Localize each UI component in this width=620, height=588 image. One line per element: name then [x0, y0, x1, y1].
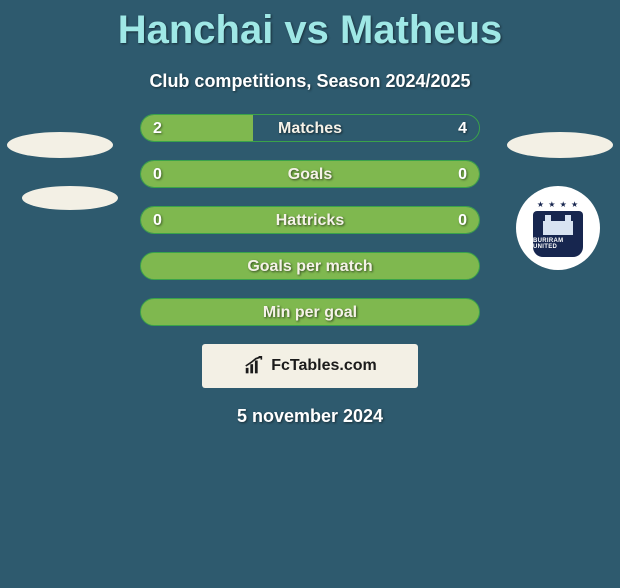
club-shield-icon: BURIRAM UNITED	[533, 211, 583, 257]
stat-row: 0 Hattricks 0	[140, 206, 480, 234]
stat-label: Min per goal	[141, 299, 479, 326]
club-stars-icon: ★ ★ ★ ★	[537, 200, 579, 209]
stat-row: Goals per match	[140, 252, 480, 280]
stat-label: Hattricks	[141, 207, 479, 234]
attribution-badge[interactable]: FcTables.com	[202, 344, 418, 388]
stat-right-value: 4	[458, 115, 467, 142]
page-title: Hanchai vs Matheus	[0, 8, 620, 53]
club-left-placeholder-icon	[22, 186, 118, 210]
attribution-text: FcTables.com	[271, 357, 377, 375]
club-castle-icon	[543, 221, 573, 235]
stat-right-value: 0	[458, 207, 467, 234]
player-right-placeholder-icon	[507, 132, 613, 158]
stat-row: 0 Goals 0	[140, 160, 480, 188]
date-label: 5 november 2024	[0, 406, 620, 427]
stat-row: Min per goal	[140, 298, 480, 326]
stat-right-value: 0	[458, 161, 467, 188]
stat-label: Matches	[141, 115, 479, 142]
stat-label: Goals	[141, 161, 479, 188]
stat-label: Goals per match	[141, 253, 479, 280]
player-left-placeholder-icon	[7, 132, 113, 158]
page-subtitle: Club competitions, Season 2024/2025	[0, 71, 620, 92]
club-name-label: BURIRAM UNITED	[533, 238, 583, 250]
club-right-logo: ★ ★ ★ ★ BURIRAM UNITED	[516, 186, 600, 270]
chart-icon	[243, 355, 265, 377]
stat-row: 2 Matches 4	[140, 114, 480, 142]
